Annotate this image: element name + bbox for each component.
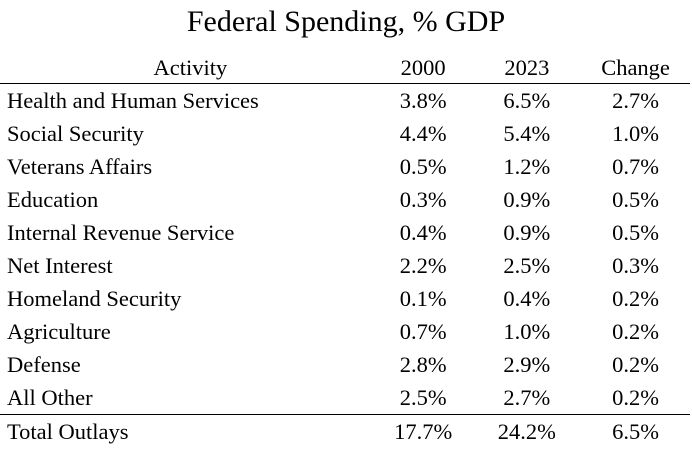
cell-2000: 2.8% (399, 352, 447, 377)
table-body: Health and Human Services 3.8% 6.5% 2.7% Soc… (0, 84, 690, 415)
cell-2023: 2.5% (503, 253, 551, 278)
table-row: Defense 2.8% 2.9% 0.2% (0, 348, 690, 381)
cell-activit: Health and Human Services (7, 88, 259, 113)
cell-activit: Net Interest (7, 253, 113, 278)
table-row: Social Security 4.4% 5.4% 1.0% (0, 117, 690, 150)
cell-2000: 0.1% (399, 286, 447, 311)
total-change: 6.5% (581, 414, 690, 448)
table-row: Homeland Security 0.1% 0.4% 0.2% (0, 282, 690, 315)
cell-2000: 2.5% (399, 385, 447, 410)
cell-activit: Education (7, 187, 99, 212)
cell-activit: Defense (7, 352, 81, 377)
cell-change: 0.2% (612, 352, 659, 377)
cell-2023: 2.9% (503, 352, 551, 377)
header-activity: Activity (0, 52, 374, 84)
cell-activit: All Other (7, 385, 93, 410)
header-2000: 2000 (373, 52, 473, 84)
total-2023: 24.2% (472, 414, 582, 448)
table-row: Health and Human Services 3.8% 6.5% 2.7% (0, 84, 690, 118)
total-2000: 17.7% (373, 414, 473, 448)
cell-change: 1.0% (612, 121, 659, 146)
table-row: Education 0.3% 0.9% 0.5% (0, 183, 690, 216)
header-change: Change (581, 52, 690, 84)
table-row: All Other 2.5% 2.7% 0.2% (0, 381, 690, 415)
cell-change: 0.5% (612, 220, 659, 245)
cell-2023: 1.2% (503, 154, 551, 179)
cell-2000: 0.7% (399, 319, 447, 344)
cell-2023: 6.5% (503, 88, 551, 113)
cell-2023: 0.9% (503, 187, 551, 212)
cell-2000: 4.4% (399, 121, 447, 146)
table-title: Federal Spending, % GDP (186, 5, 506, 38)
cell-change: 0.2% (612, 385, 659, 410)
cell-activit: Internal Revenue Service (7, 220, 235, 245)
cell-2023: 5.4% (503, 121, 551, 146)
cell-change: 2.7% (612, 88, 659, 113)
cell-2000: 0.4% (399, 220, 447, 245)
cell-2000: 0.5% (399, 154, 447, 179)
cell-2023: 0.9% (503, 220, 551, 245)
cell-change: 0.7% (612, 154, 659, 179)
header-row: Activity 2000 2023 Change (0, 52, 690, 84)
cell-change: 0.2% (612, 286, 659, 311)
table-row: Internal Revenue Service 0.4% 0.9% 0.5% (0, 216, 690, 249)
table-row: Agriculture 0.7% 1.0% 0.2% (0, 315, 690, 348)
cell-change: 0.2% (612, 319, 659, 344)
cell-activit: Social Security (7, 121, 144, 146)
cell-change: 0.5% (612, 187, 659, 212)
table-row: Veterans Affairs 0.5% 1.2% 0.7% (0, 150, 690, 183)
header-2023: 2023 (472, 52, 582, 84)
federal-spending-table: Activity 2000 2023 Change Health and Hum… (0, 52, 690, 448)
cell-2023: 0.4% (503, 286, 551, 311)
cell-2000: 0.3% (399, 187, 447, 212)
cell-2023: 2.7% (503, 385, 551, 410)
cell-activit: Veterans Affairs (7, 154, 153, 179)
cell-activit: Agriculture (7, 319, 111, 344)
cell-2000: 2.2% (399, 253, 447, 278)
cell-change: 0.3% (612, 253, 659, 278)
total-row: Total Outlays 17.7% 24.2% 6.5% (0, 414, 690, 448)
cell-2023: 1.0% (503, 319, 551, 344)
total-activity: Total Outlays (0, 414, 374, 448)
cell-activit: Homeland Security (7, 286, 182, 311)
cell-2000: 3.8% (399, 88, 447, 113)
table-row: Net Interest 2.2% 2.5% 0.3% (0, 249, 690, 282)
